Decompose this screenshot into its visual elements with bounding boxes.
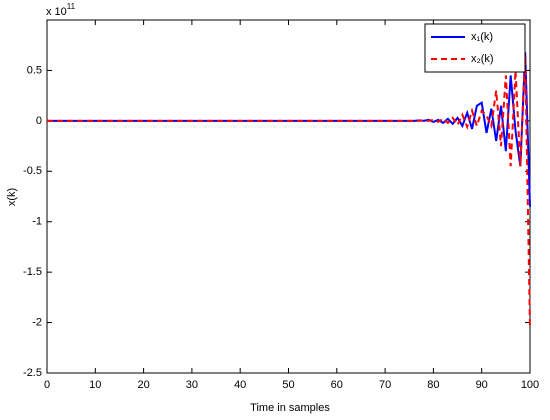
y-tick-label: -1.5 xyxy=(23,266,42,278)
x-tick-label: 50 xyxy=(282,379,294,391)
plot-area xyxy=(46,19,531,374)
x-tick-label: 30 xyxy=(186,379,198,391)
x-tick-label: 20 xyxy=(137,379,149,391)
y-tick-label: 0.5 xyxy=(27,64,42,76)
y-axis-label: x(k) xyxy=(6,188,18,206)
legend-label: x₂(k) xyxy=(471,53,494,65)
series-line xyxy=(47,55,531,328)
x-tick-label: 70 xyxy=(379,379,391,391)
y-tick-label: 0 xyxy=(36,115,42,127)
y-tick-label: -2.5 xyxy=(23,367,42,379)
x-tick-label: 0 xyxy=(44,379,50,391)
x-tick-label: 40 xyxy=(234,379,246,391)
y-multiplier-exponent: 11 xyxy=(67,2,76,11)
legend-box xyxy=(424,23,526,73)
legend-label: x₁(k) xyxy=(471,31,493,43)
x-tick-label: 60 xyxy=(331,379,343,391)
x-tick-label: 90 xyxy=(476,379,488,391)
x-tick-label: 80 xyxy=(427,379,439,391)
y-multiplier: x 1011 xyxy=(46,2,76,18)
x-tick-label: 10 xyxy=(89,379,101,391)
y-tick-label: -1 xyxy=(32,216,42,228)
y-tick-label: -2 xyxy=(32,316,42,328)
y-tick-label: -0.5 xyxy=(23,165,42,177)
x-tick-label: 100 xyxy=(521,379,539,391)
y-multiplier-base: x 10 xyxy=(46,6,67,18)
x-axis-label: Time in samples xyxy=(250,402,330,414)
